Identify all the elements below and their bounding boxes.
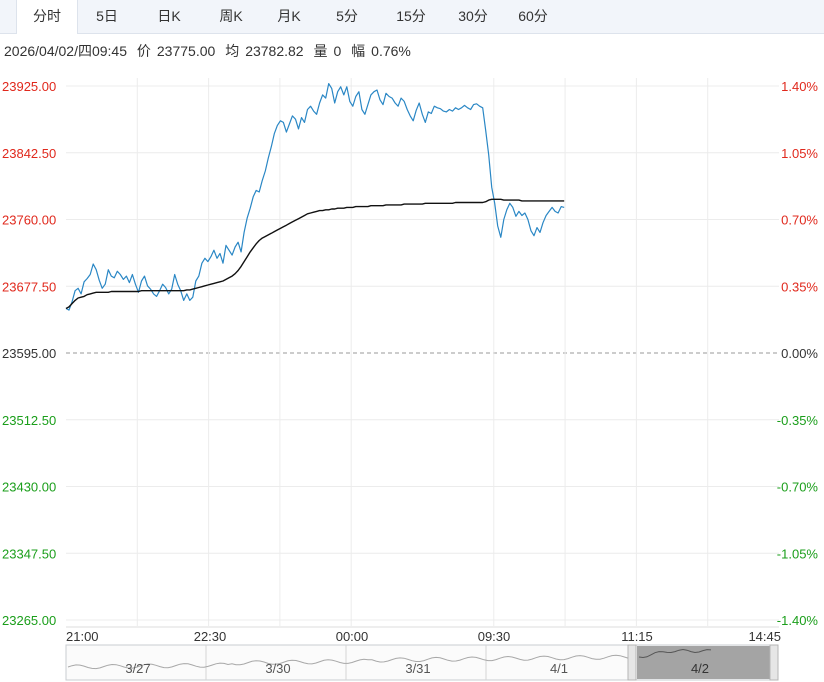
navigator-date-label: 3/27	[125, 661, 150, 676]
y-tick-label: 23347.50	[2, 546, 56, 561]
x-tick-label: 00:00	[336, 629, 369, 644]
tab-5[interactable]: 5分	[336, 8, 358, 24]
change-value: 0.76%	[371, 43, 411, 59]
x-tick-label: 22:30	[194, 629, 227, 644]
y-tick-label: 23842.50	[2, 146, 56, 161]
pct-tick-label: 0.35%	[781, 279, 818, 294]
tab-6[interactable]: 15分	[396, 8, 426, 24]
tab-2[interactable]: 日K	[157, 8, 181, 24]
volume-value: 0	[333, 43, 342, 59]
avg-label: 均	[225, 43, 240, 59]
period-tabs: 分时 5日 日K 周K 月K 5分 15分 30分 60分	[0, 0, 824, 34]
y-tick-label: 23595.00	[2, 346, 56, 361]
pct-tick-label: -0.35%	[777, 413, 819, 428]
y-tick-label: 23430.00	[2, 480, 56, 495]
navigator-handle-left	[627, 644, 637, 681]
pct-tick-label: 1.05%	[781, 146, 818, 161]
tab-4[interactable]: 月K	[277, 8, 301, 24]
pct-tick-label: -1.05%	[777, 546, 819, 561]
quote-datetime: 2026/04/02/四09:45	[4, 43, 127, 59]
navigator-date-label: 4/1	[550, 661, 568, 676]
navigator-date-label: 4/2	[691, 661, 709, 676]
tab-1[interactable]: 5日	[96, 8, 118, 24]
navigator-handle-right	[769, 644, 779, 681]
navigator-date-label: 3/30	[265, 661, 290, 676]
tab-0[interactable]: 分时	[16, 0, 78, 34]
navigator-date-label: 3/31	[405, 661, 430, 676]
pct-tick-label: 1.40%	[781, 79, 818, 94]
navigator-selected-trend	[638, 648, 712, 659]
y-tick-label: 23512.50	[2, 413, 56, 428]
y-tick-label: 23677.50	[2, 279, 56, 294]
tab-7[interactable]: 30分	[458, 8, 488, 24]
avg-price-line	[65, 198, 565, 310]
pct-tick-label: 0.70%	[781, 213, 818, 228]
change-label: 幅	[351, 43, 366, 59]
y-tick-label: 23925.00	[2, 79, 56, 94]
pct-tick-label: -1.40%	[777, 613, 819, 628]
price-label: 价	[136, 43, 151, 59]
y-tick-label: 23265.00	[2, 613, 56, 628]
x-tick-label: 11:15	[621, 629, 653, 644]
x-tick-label: 14:45	[748, 629, 781, 644]
tab-8[interactable]: 60分	[518, 8, 548, 24]
volume-label: 量	[313, 43, 328, 59]
navigator-trend-line	[67, 654, 629, 670]
price-value: 23775.00	[156, 43, 216, 59]
avg-value: 23782.82	[245, 43, 304, 59]
x-tick-label: 09:30	[478, 629, 511, 644]
pct-tick-label: -0.70%	[777, 480, 819, 495]
y-tick-label: 23760.00	[2, 213, 56, 228]
x-tick-label: 21:00	[66, 629, 99, 644]
pct-tick-label: 0.00%	[781, 346, 818, 361]
price-line	[65, 82, 565, 311]
tab-3[interactable]: 周K	[219, 8, 243, 24]
